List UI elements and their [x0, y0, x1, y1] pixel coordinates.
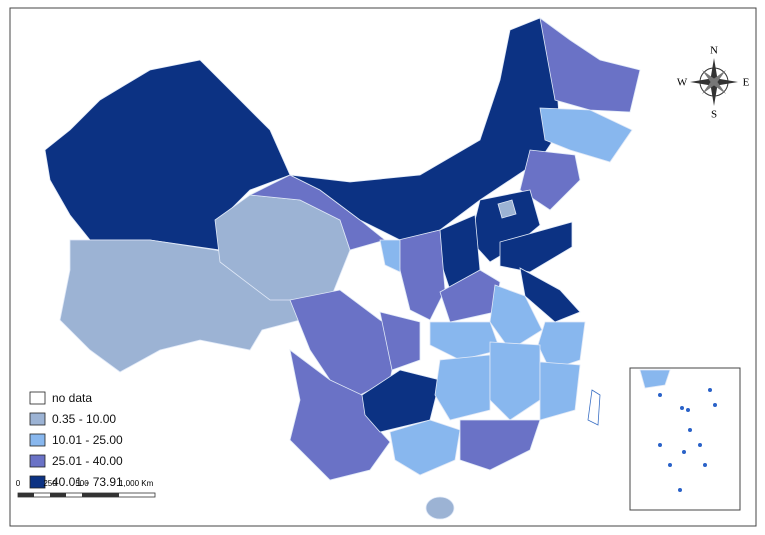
inset-frame: [629, 367, 741, 511]
legend-swatch: [29, 391, 46, 405]
yunnan: [289, 349, 391, 481]
scale-label: 1,000 Km: [119, 479, 154, 488]
legend-label: 40.01 - 73.91: [52, 475, 123, 489]
compass-north: N: [710, 45, 718, 57]
scale-label: 500: [75, 479, 89, 488]
jilin: [539, 107, 633, 163]
legend-swatch: [29, 433, 46, 447]
jiangxi: [489, 341, 541, 421]
scale-label: 0: [16, 479, 21, 488]
legend-swatch: [29, 412, 46, 426]
compass-south: S: [711, 109, 717, 121]
inset: [629, 367, 741, 511]
beijing: [497, 199, 517, 219]
guangdong: [459, 419, 541, 471]
hunan: [434, 354, 491, 421]
liaoning: [519, 149, 581, 211]
shandong: [499, 221, 573, 273]
legend-swatch: [29, 454, 46, 468]
heilongjiang: [539, 17, 641, 113]
inset-coast: [639, 369, 671, 389]
legend-label: 25.01 - 40.00: [52, 454, 123, 468]
scale-label: 250: [43, 479, 57, 488]
provinces: [44, 17, 641, 520]
xinjiang: [44, 59, 291, 251]
scale-bar: 0 250 500 1,000 Km: [16, 479, 156, 498]
legend-label: 10.01 - 25.00: [52, 433, 123, 447]
compass-east: E: [743, 77, 750, 89]
guangxi: [389, 419, 461, 476]
jiangsu: [519, 267, 581, 323]
fujian: [539, 361, 581, 421]
islands: [658, 388, 717, 492]
hubei: [429, 321, 501, 361]
hainan: [425, 496, 455, 520]
anhui: [489, 284, 543, 351]
legend-label: no data: [52, 391, 92, 405]
legend-swatch: [29, 475, 46, 489]
compass-west: W: [677, 77, 688, 89]
legend: no data 0.35 - 10.00 10.01 - 25.00 25.01 - …: [29, 391, 123, 489]
ningxia: [379, 239, 401, 273]
compass: N E S W: [677, 45, 750, 121]
chongqing: [379, 311, 421, 371]
taiwan: [587, 389, 601, 426]
legend-label: 0.35 - 10.00: [52, 412, 116, 426]
